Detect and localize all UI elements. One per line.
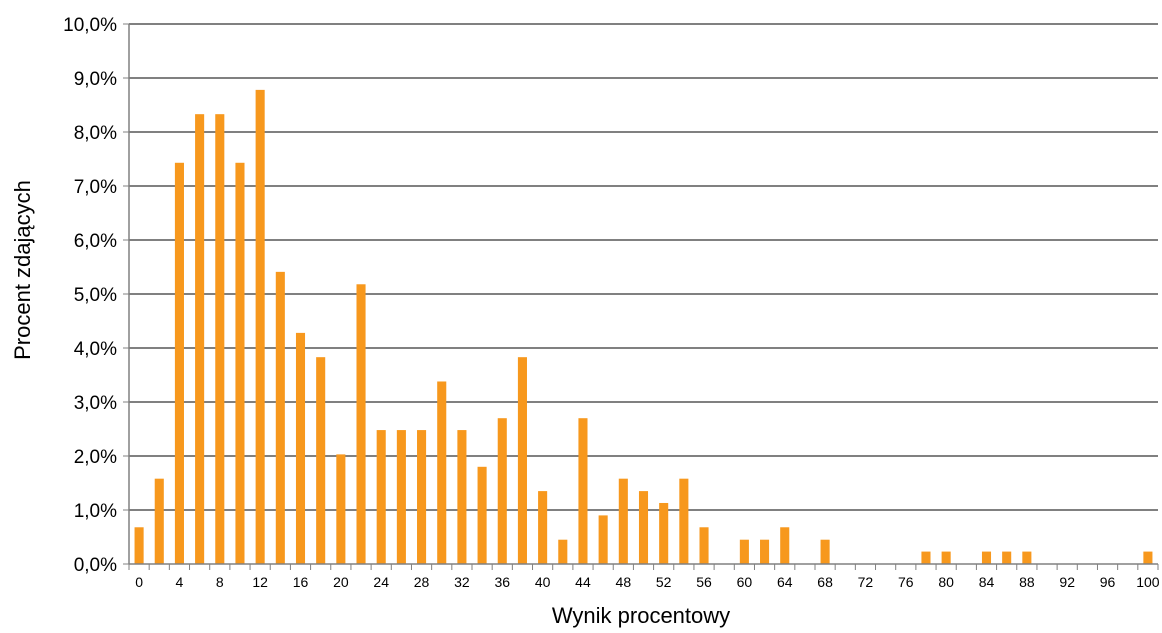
x-tick-label: 16	[293, 574, 309, 590]
bar	[760, 539, 770, 564]
x-tick-labels: 0 4 8 12 16 20 24 28 32 36 40 44 48 52 56 60 64 68 72 76 80 8…	[135, 574, 1160, 590]
bar	[275, 271, 285, 564]
x-tick-label: 36	[494, 574, 510, 590]
bar	[336, 454, 346, 564]
y-tick-label: 8,0%	[74, 123, 117, 144]
bars	[134, 89, 1153, 565]
bar	[235, 162, 245, 564]
bar	[679, 478, 689, 564]
y-tick-label: 9,0%	[74, 69, 117, 90]
y-tick-label: 5,0%	[74, 285, 117, 306]
bar	[538, 491, 548, 564]
bar	[457, 430, 467, 564]
bar	[376, 430, 386, 564]
bar	[154, 478, 164, 564]
x-tick-label: 12	[252, 574, 268, 590]
x-tick-label: 24	[373, 574, 389, 590]
x-tick-label: 76	[898, 574, 914, 590]
x-tick-label: 68	[817, 574, 833, 590]
y-axis-title: Procent zdających	[10, 180, 35, 360]
bar	[921, 551, 931, 564]
x-tick-label: 92	[1059, 574, 1075, 590]
bar	[780, 527, 790, 564]
x-tick-label: 56	[696, 574, 712, 590]
x-tick-label: 20	[333, 574, 349, 590]
bar	[517, 357, 527, 564]
x-axis-title: Wynik procentowy	[552, 603, 730, 628]
bar	[618, 478, 628, 564]
bar	[356, 284, 366, 564]
bar	[134, 527, 144, 564]
bar	[578, 418, 588, 564]
bar	[417, 430, 427, 564]
x-tick-label: 80	[938, 574, 954, 590]
bar	[981, 551, 992, 564]
x-tick-label: 52	[656, 574, 672, 590]
bar	[396, 430, 406, 564]
x-tick-label: 0	[135, 574, 143, 590]
bar	[659, 502, 669, 564]
x-tick-label: 72	[858, 574, 874, 590]
bar	[295, 332, 306, 564]
axes	[123, 23, 1159, 570]
x-tick-label: 60	[737, 574, 753, 590]
x-tick-label: 8	[216, 574, 224, 590]
y-tick-label: 6,0%	[74, 231, 117, 252]
x-tick-label: 44	[575, 574, 591, 590]
bar	[437, 381, 447, 564]
y-tick-label: 3,0%	[74, 393, 117, 414]
bar	[1143, 551, 1153, 564]
bar	[174, 162, 184, 564]
bar	[638, 491, 649, 564]
y-tick-label: 1,0%	[74, 501, 117, 522]
bar	[1022, 551, 1032, 564]
y-tick-label: 7,0%	[74, 177, 117, 198]
bar	[316, 357, 326, 564]
bar	[215, 114, 225, 565]
y-tick-label: 2,0%	[74, 447, 117, 468]
bar	[558, 539, 568, 564]
x-tick-label: 4	[176, 574, 184, 590]
bar	[699, 527, 709, 564]
bar	[941, 551, 951, 564]
x-tick-label: 88	[1019, 574, 1035, 590]
bar	[477, 466, 487, 564]
x-tick-label: 64	[777, 574, 793, 590]
bar	[1002, 551, 1012, 564]
bar	[195, 114, 205, 565]
bar	[255, 89, 265, 564]
x-tick-label: 84	[979, 574, 995, 590]
bar	[497, 418, 507, 564]
bar	[739, 539, 749, 564]
y-tick-labels: 0,0% 1,0% 2,0% 3,0% 4,0% 5,0% 6,0% 7,0% 8,0% 9,0%…	[63, 15, 117, 576]
bar	[598, 515, 608, 564]
bar	[820, 539, 830, 564]
x-tick-label: 48	[616, 574, 632, 590]
x-tick-label: 32	[454, 574, 470, 590]
x-tick-label: 28	[414, 574, 430, 590]
x-tick-label: 40	[535, 574, 551, 590]
y-tick-label: 10,0%	[63, 15, 117, 36]
x-tick-label: 96	[1100, 574, 1116, 590]
y-tick-label: 4,0%	[74, 339, 117, 360]
x-tick-label: 100	[1136, 574, 1160, 590]
y-tick-label: 0,0%	[74, 555, 117, 576]
